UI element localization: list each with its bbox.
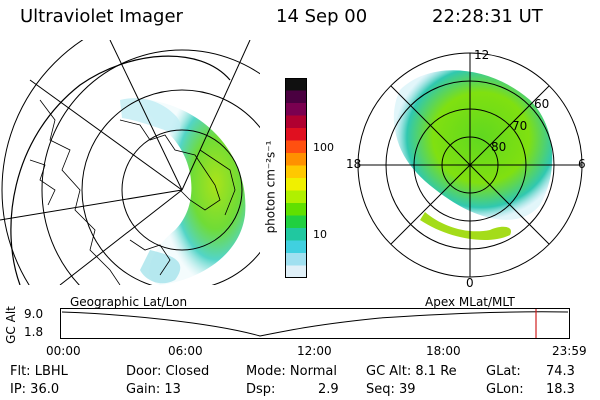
dsp-label: Dsp: bbox=[246, 382, 276, 397]
colorbar-segment bbox=[285, 228, 307, 241]
time-label: 22:28:31 UT bbox=[432, 6, 543, 27]
colorbar-segment bbox=[285, 240, 307, 254]
mlat-label-60: 60 bbox=[534, 97, 550, 111]
colorbar-segment bbox=[285, 90, 307, 104]
colorbar-segment bbox=[285, 153, 307, 166]
colorbar-segment bbox=[285, 215, 307, 229]
colorbar-segment bbox=[285, 178, 307, 191]
colorbar bbox=[285, 78, 307, 278]
colorbar-segment bbox=[285, 190, 307, 204]
xtick-18-00: 18:00 bbox=[426, 344, 461, 358]
xtick-00-00: 00:00 bbox=[46, 344, 81, 358]
colorbar-segment bbox=[285, 165, 307, 179]
altitude-ytick-bottom: 1.8 bbox=[24, 325, 44, 339]
colorbar-segment bbox=[285, 140, 307, 154]
colorbar-segment bbox=[285, 203, 307, 216]
glat-value: 74.3 bbox=[546, 364, 575, 379]
colorbar-segment bbox=[285, 265, 307, 278]
mlat-label-80: 80 bbox=[491, 140, 507, 154]
door-readout: Door: Closed bbox=[126, 364, 210, 379]
xtick-12-00: 12:00 bbox=[297, 344, 332, 358]
glat-label: GLat: bbox=[486, 364, 521, 379]
geographic-image bbox=[0, 40, 260, 285]
dsp-value: 2.9 bbox=[318, 382, 339, 397]
colorbar-segment bbox=[285, 78, 307, 91]
mlt-label-0: 0 bbox=[466, 276, 474, 290]
altitude-plot bbox=[60, 308, 570, 339]
mlt-label-12: 12 bbox=[474, 48, 490, 62]
apex-mlat-mlt-image bbox=[357, 52, 583, 278]
gc-alt-readout: GC Alt: 8.1 Re bbox=[366, 364, 457, 379]
colorbar-segment bbox=[285, 115, 307, 129]
colorbar-segment bbox=[285, 253, 307, 266]
glon-value: 18.3 bbox=[546, 382, 575, 397]
colorbar-segment bbox=[285, 103, 307, 116]
apex-label: Apex MLat/MLT bbox=[425, 295, 515, 309]
colorbar-unit-label: photon cm⁻²s⁻¹ bbox=[263, 140, 278, 234]
altitude-ylabel: GC Alt bbox=[3, 306, 18, 344]
mlat-label-70: 70 bbox=[512, 119, 528, 133]
instrument-title: Ultraviolet Imager bbox=[20, 6, 183, 27]
mlt-label-18: 18 bbox=[346, 157, 362, 171]
xtick-06-00: 06:00 bbox=[168, 344, 203, 358]
altitude-ytick-top: 9.0 bbox=[24, 307, 44, 321]
seq-readout: Seq: 39 bbox=[366, 382, 416, 397]
mode-readout: Mode: Normal bbox=[246, 364, 337, 379]
colorbar-tick-100: 100 bbox=[313, 141, 334, 154]
flt-readout: Flt: LBHL bbox=[10, 364, 68, 379]
glon-label: GLon: bbox=[486, 382, 524, 397]
mlt-label-6: 6 bbox=[578, 157, 586, 171]
colorbar-segment bbox=[285, 128, 307, 141]
ip-readout: IP: 36.0 bbox=[10, 382, 60, 397]
date-label: 14 Sep 00 bbox=[276, 6, 368, 27]
gain-readout: Gain: 13 bbox=[126, 382, 181, 397]
geographic-label: Geographic Lat/Lon bbox=[70, 295, 188, 309]
colorbar-tick-10: 10 bbox=[313, 228, 327, 241]
xtick-23-59: 23:59 bbox=[552, 344, 587, 358]
